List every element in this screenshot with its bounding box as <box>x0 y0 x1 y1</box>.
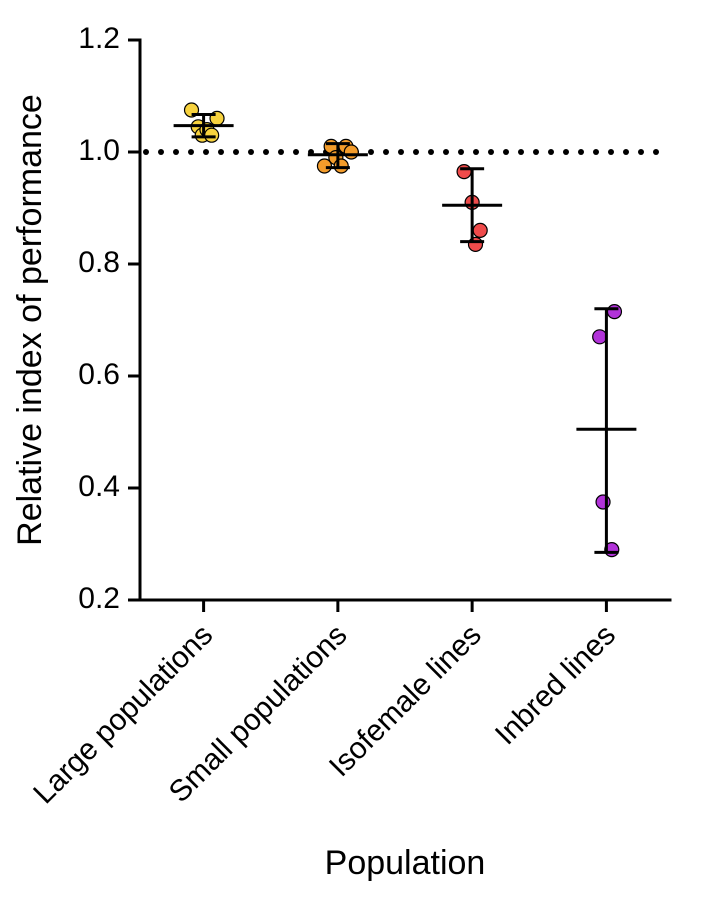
chart-container: 0.2 0.4 0.6 0.8 1.0 1.2 Relative index of perf… <box>0 0 709 894</box>
data-point <box>593 330 607 344</box>
data-point <box>468 237 482 251</box>
data-point <box>607 305 621 319</box>
y-tick-label: 0.4 <box>78 470 120 503</box>
data-point <box>205 128 219 142</box>
y-tick-label: 1.2 <box>78 22 120 55</box>
y-axis-label: Relative index of performance <box>11 94 49 546</box>
data-point <box>344 145 358 159</box>
y-tick-label: 0.8 <box>78 246 120 279</box>
scatter-chart: 0.2 0.4 0.6 0.8 1.0 1.2 Relative index of perf… <box>0 0 709 894</box>
reference-line <box>143 149 659 155</box>
data-point <box>473 223 487 237</box>
data-point <box>334 159 348 173</box>
y-tick-label: 0.6 <box>78 358 120 391</box>
data-point <box>596 495 610 509</box>
y-tick-label: 1.0 <box>78 134 120 167</box>
x-axis-label: Population <box>325 844 486 882</box>
y-tick-label: 0.2 <box>78 582 120 615</box>
data-point <box>457 165 471 179</box>
